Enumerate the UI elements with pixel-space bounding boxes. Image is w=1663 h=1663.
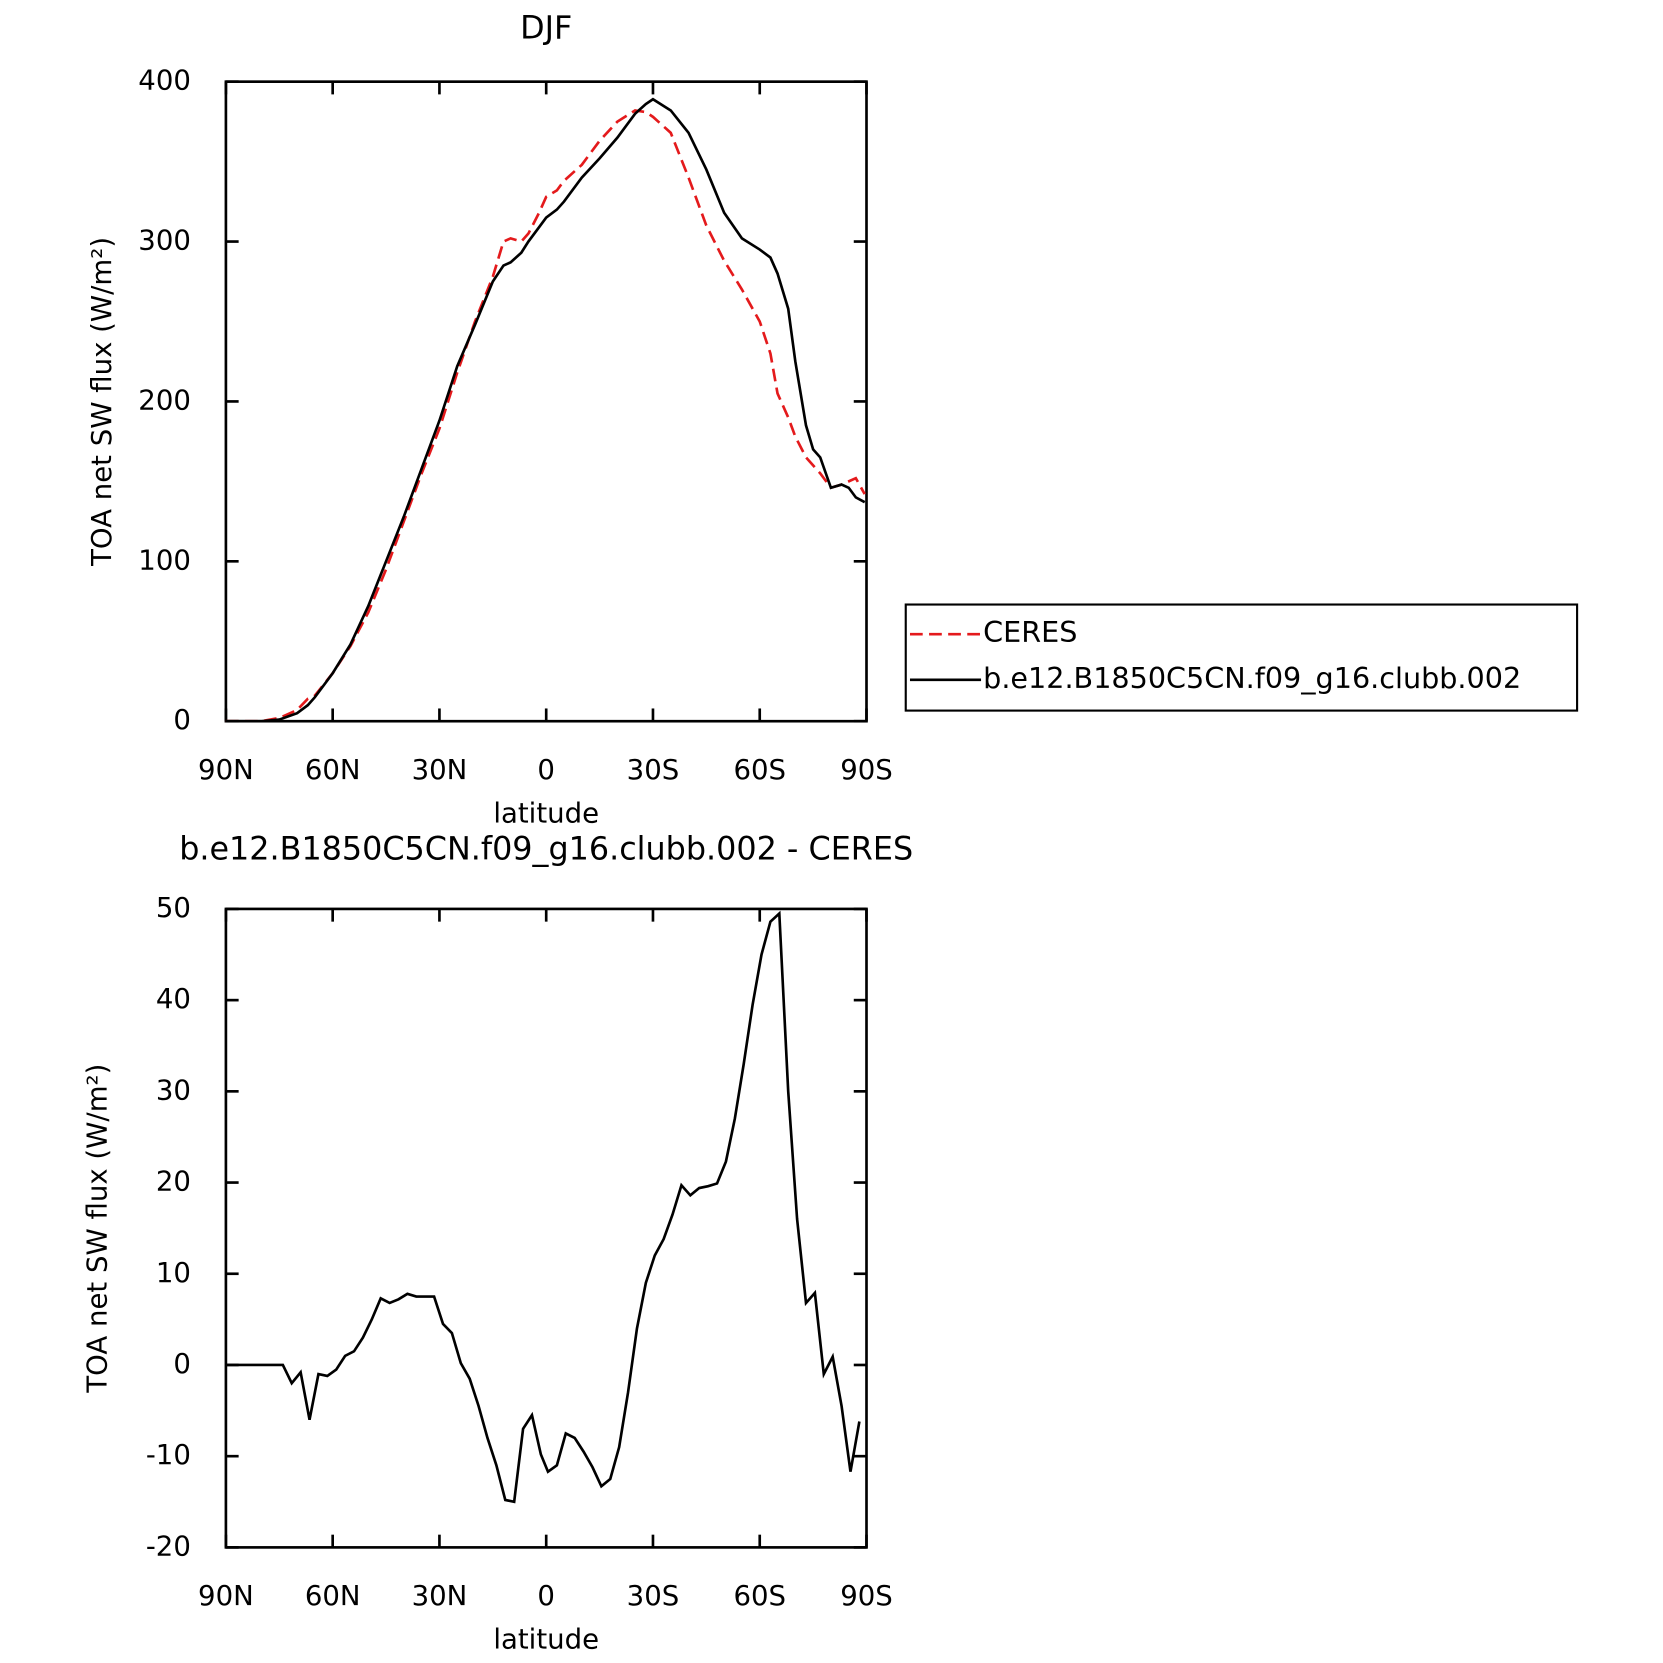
data-line [225,109,866,723]
legend-label: b.e12.B1850C5CN.f09_g16.clubb.002 [983,661,1521,695]
y-tick-label: 400 [138,64,191,97]
x-tick-label: 60S [733,1579,786,1612]
x-tick-label: 30S [627,1579,680,1612]
y-tick-label: 0 [173,1347,191,1380]
x-axis-label: latitude [493,797,599,830]
data-line [225,910,861,1504]
x-tick-label: 0 [537,1579,555,1612]
x-tick-label: 30N [412,753,468,786]
x-tick-label: 90N [198,1579,254,1612]
y-tick-label: -10 [146,1438,191,1471]
y-tick-label: 40 [156,982,191,1015]
x-tick-label: 30S [627,753,680,786]
chart-title: DJF [520,9,572,47]
legend-label: CERES [983,615,1077,649]
y-tick-label: 10 [156,1256,191,1289]
x-axis-label: latitude [493,1623,599,1656]
x-tick-label: 0 [537,753,555,786]
plot-frame [224,907,868,1549]
chart-title: b.e12.B1850C5CN.f09_g16.clubb.002 - CERE… [179,830,913,868]
y-axis-label: TOA net SW flux (W/m²) [85,237,118,567]
y-tick-label: 200 [138,383,191,416]
x-tick-label: 60N [305,1579,361,1612]
y-tick-label: 20 [156,1165,191,1198]
x-tick-label: 90S [840,1579,893,1612]
x-tick-label: 60N [305,753,361,786]
y-tick-label: -20 [146,1529,191,1562]
y-tick-label: 30 [156,1073,191,1106]
y-tick-label: 100 [138,543,191,576]
y-tick-label: 0 [173,703,191,736]
x-tick-label: 90S [840,753,893,786]
y-tick-label: 300 [138,224,191,257]
y-tick-label: 50 [156,891,191,924]
plot-frame [224,80,868,723]
y-axis-label: TOA net SW flux (W/m²) [81,1064,114,1394]
legend-box [904,603,1579,712]
x-tick-label: 60S [733,753,786,786]
x-tick-label: 90N [198,753,254,786]
data-line [225,97,866,723]
x-tick-label: 30N [412,1579,468,1612]
